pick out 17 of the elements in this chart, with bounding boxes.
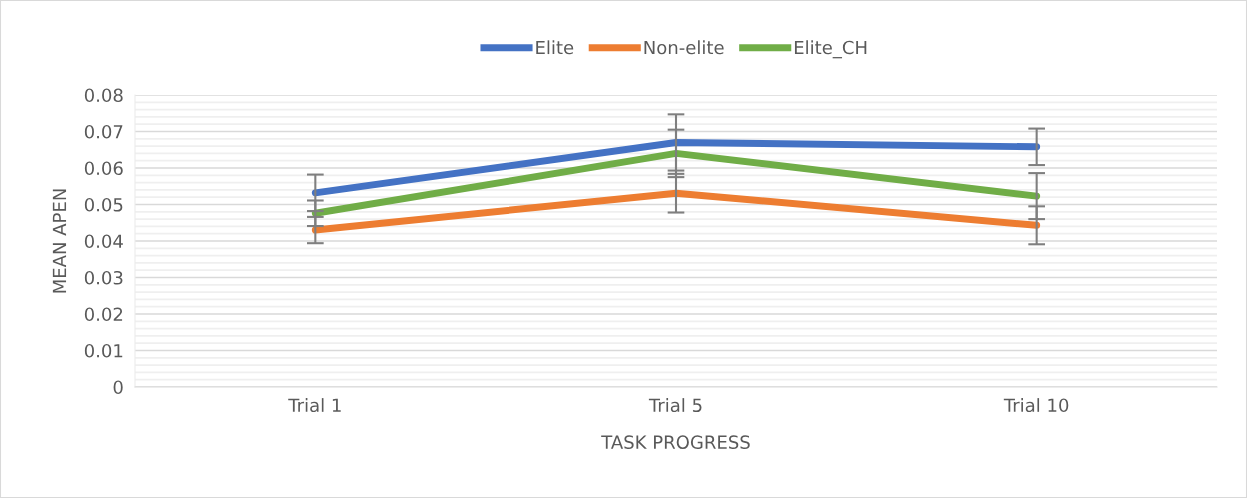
legend-label: Elite <box>536 40 574 55</box>
x-tick-label: Trial 10 <box>1003 398 1069 413</box>
x-tick-label: Trial 5 <box>648 398 702 413</box>
y-tick-label: 0.01 <box>84 343 123 358</box>
y-tick-label: 0.03 <box>84 270 123 285</box>
y-tick-label: 0.06 <box>84 161 123 176</box>
y-tick-label: 0 <box>113 380 123 395</box>
legend-label: Non-elite <box>644 40 724 55</box>
y-tick-label: 0.04 <box>84 234 123 249</box>
x-tick-label: Trial 1 <box>288 398 341 413</box>
y-tick-label: 0.02 <box>84 307 123 322</box>
x-axis-title: TASK PROGRESS <box>601 435 750 450</box>
y-tick-label: 0.07 <box>84 124 123 139</box>
legend-label: Elite_CH <box>794 40 867 59</box>
y-tick-label: 0.08 <box>84 88 123 103</box>
y-tick-label: 0.05 <box>84 197 123 212</box>
y-axis-title: MEAN APEN <box>52 189 67 293</box>
